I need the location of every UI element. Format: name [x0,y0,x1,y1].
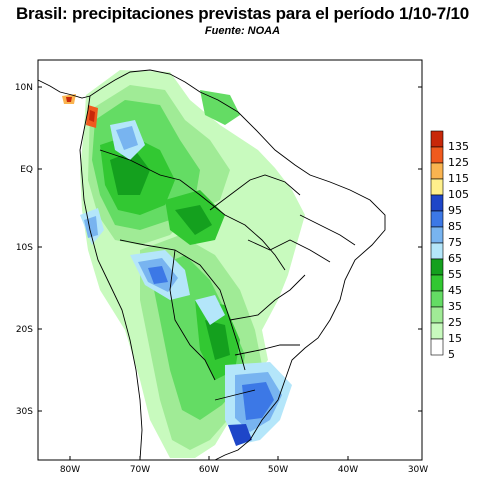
precipitation-field [38,69,386,460]
legend-label-115: 115 [448,172,469,185]
legend-swatch-85 [430,210,444,228]
legend-swatch-55 [430,258,444,276]
legend-label-125: 125 [448,156,469,169]
rain-zone-95-uruguay [228,424,252,446]
legend-label-105: 105 [448,188,469,201]
legend-swatch-15 [430,322,444,340]
atlantic-coastline [38,69,386,460]
legend-swatch-115 [430,162,444,180]
legend-swatch-95 [430,194,444,212]
borders [38,69,386,460]
legend-swatch-135 [430,130,444,148]
rain-zone-55-west [110,150,150,195]
lat-tick-20s: 20S [16,325,33,335]
rain-zone-65-chaco [195,295,225,325]
legend-swatch-125 [430,146,444,164]
legend-swatch-75 [430,226,444,244]
border-mato-grosso [229,274,306,321]
border-andes [169,249,216,381]
rain-zone-55-center [175,205,212,235]
border-amazon [99,149,286,271]
legend-label-55: 55 [448,268,462,281]
lon-tick-80w: 80W [60,465,80,475]
legend-swatch-45 [430,274,444,292]
legend-swatch-35 [430,290,444,308]
lat-tick-10n: 10N [15,83,33,93]
legend-label-135: 135 [448,140,469,153]
border-uruguay [214,389,256,401]
map-title: Brasil: precipitaciones previstas para e… [15,4,470,23]
rain-zone-85-bolivia [148,266,168,284]
rain-zone-135-choco [89,110,95,122]
legend-label-85: 85 [448,220,462,233]
legend-swatch-5 [430,338,444,356]
rain-zone-35-guianas [200,90,240,125]
rain-zone-135-panama [66,97,72,102]
border-para [209,174,301,211]
lon-tick-70w: 70W [130,465,150,475]
map-frame [37,59,423,461]
legend-label-35: 35 [448,300,462,313]
border-parana [234,344,300,356]
lat-tick-30s: 30S [16,407,33,417]
lon-tick-40w: 40W [338,465,358,475]
border-tocantins [247,239,331,263]
rain-zone-75-colombia [116,126,138,150]
legend-label-15: 15 [448,332,462,345]
lon-tick-60w: 60W [199,465,219,475]
legend-swatch-65 [430,242,444,260]
lon-tick-30w: 30W [408,465,428,475]
legend-label-45: 45 [448,284,462,297]
legend-swatch-105 [430,178,444,196]
lat-tick-eq: EQ [20,165,33,175]
border-bolivia [119,239,246,371]
legend-swatch-25 [430,306,444,324]
legend-label-75: 75 [448,236,462,249]
legend-label-25: 25 [448,316,462,329]
lat-tick-10s: 10S [16,243,33,253]
lon-axis: 80W 70W 60W 50W 40W 30W [60,456,428,475]
legend-label-5: 5 [448,348,455,361]
pacific-coastline [79,95,143,460]
lat-axis: 10N EQ 10S 20S 30S [15,83,422,417]
legend: 135 125 115 105 95 85 75 65 55 45 35 25 … [430,130,469,361]
rain-zone-75-peru [84,216,98,238]
legend-label-95: 95 [448,204,462,217]
map-source: Fuente: NOAA [204,25,281,37]
lon-tick-50w: 50W [268,465,288,475]
rain-zone-55-south [205,320,230,360]
border-northeast [299,214,356,246]
legend-label-65: 65 [448,252,462,265]
